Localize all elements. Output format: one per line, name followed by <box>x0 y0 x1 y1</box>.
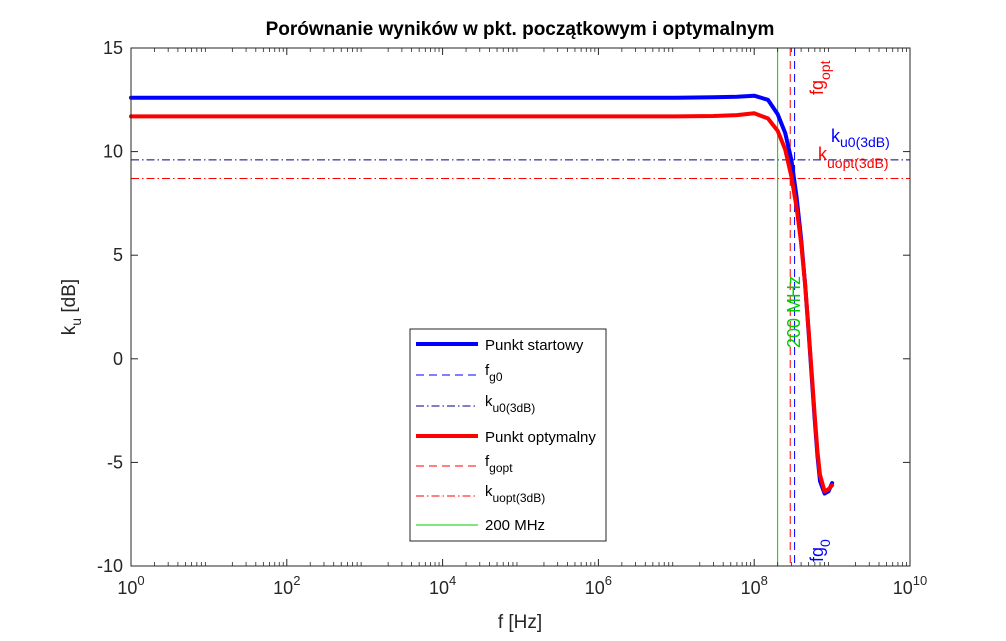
x-tick-label-3: 106 <box>585 573 612 598</box>
annotation-fg0-base: fg <box>807 547 827 562</box>
legend-item-4-base: f <box>485 453 490 470</box>
y-tick-label-1: -5 <box>107 452 123 472</box>
plot-frame <box>130 47 911 567</box>
legend-item-6-label: 200 MHz <box>485 517 545 534</box>
annotation-ku0-sub: u0(3dB) <box>840 134 890 150</box>
annotation-fg0: fg0 <box>807 539 833 562</box>
y-tick-label-2: 0 <box>113 349 123 369</box>
y-axis-label-base: k <box>59 325 80 335</box>
x-tick-label-1: 102 <box>273 573 300 598</box>
legend-item-6-base: 200 MHz <box>485 517 545 534</box>
legend-item-3-label: Punkt optymalny <box>485 429 596 446</box>
legend-item-3-base: Punkt optymalny <box>485 429 596 446</box>
chart-title: Porównanie wyników w pkt. początkowym i … <box>266 19 775 40</box>
legend-item-2-base: k <box>485 393 493 410</box>
legend-item-5-sub: uopt(3dB) <box>493 491 546 505</box>
y-axis-label-rest: [dB] <box>59 279 80 318</box>
legend-item-4-label: fgopt <box>485 453 513 475</box>
series-line-1 <box>129 111 835 494</box>
legend-item-2-label: ku0(3dB) <box>485 393 535 415</box>
annotation-fgopt: fgopt <box>807 60 833 95</box>
annotation-kuopt-sub: uopt(3dB) <box>827 155 888 171</box>
legend-item-1-sub: g0 <box>489 370 503 384</box>
x-axis-ticks: 100 102 104 106 108 1010 <box>117 48 927 598</box>
x-axis-label: f [Hz] <box>498 612 542 633</box>
legend-item-2-sub: u0(3dB) <box>493 401 536 415</box>
legend-item-1-base: f <box>485 362 490 379</box>
x-tick-label-2: 104 <box>429 573 456 598</box>
y-axis-label: ku [dB] <box>59 279 84 335</box>
legend-item-5-label: kuopt(3dB) <box>485 483 545 505</box>
annotation-kuopt-base: k <box>818 144 828 164</box>
legend-item-1-label: fg0 <box>485 362 503 384</box>
legend-item-5-base: k <box>485 483 493 500</box>
x-tick-label-0: 100 <box>117 573 144 598</box>
legend: Punkt startowy fg0 ku0(3dB) Punkt optyma… <box>409 328 607 542</box>
annotation-kuopt: kuopt(3dB) <box>818 144 888 171</box>
y-axis-label-sub: u <box>68 318 84 326</box>
annotation-fgopt-base: fg <box>807 80 827 95</box>
y-tick-label-4: 10 <box>103 142 123 162</box>
legend-item-4-sub: gopt <box>489 461 513 475</box>
annotations: ku0(3dB) kuopt(3dB) fgopt fg0 200 MHz <box>784 60 890 562</box>
annotation-fgopt-sub: opt <box>817 60 833 80</box>
x-tick-label-4: 108 <box>741 573 768 598</box>
legend-item-0-base: Punkt startowy <box>485 337 584 354</box>
y-axis-ticks: -10 -5 0 5 10 15 <box>97 38 910 576</box>
y-tick-label-5: 15 <box>103 38 123 58</box>
y-tick-label-3: 5 <box>113 245 123 265</box>
x-tick-label-5: 1010 <box>893 573 928 598</box>
annotation-200mhz: 200 MHz <box>784 276 804 348</box>
annotation-fg0-sub: 0 <box>817 539 833 547</box>
annotation-ku0: ku0(3dB) <box>831 126 890 150</box>
annotation-ku0-base: k <box>831 126 841 146</box>
y-tick-label-0: -10 <box>97 556 123 576</box>
legend-item-0-label: Punkt startowy <box>485 337 584 354</box>
series-layer <box>129 93 835 496</box>
